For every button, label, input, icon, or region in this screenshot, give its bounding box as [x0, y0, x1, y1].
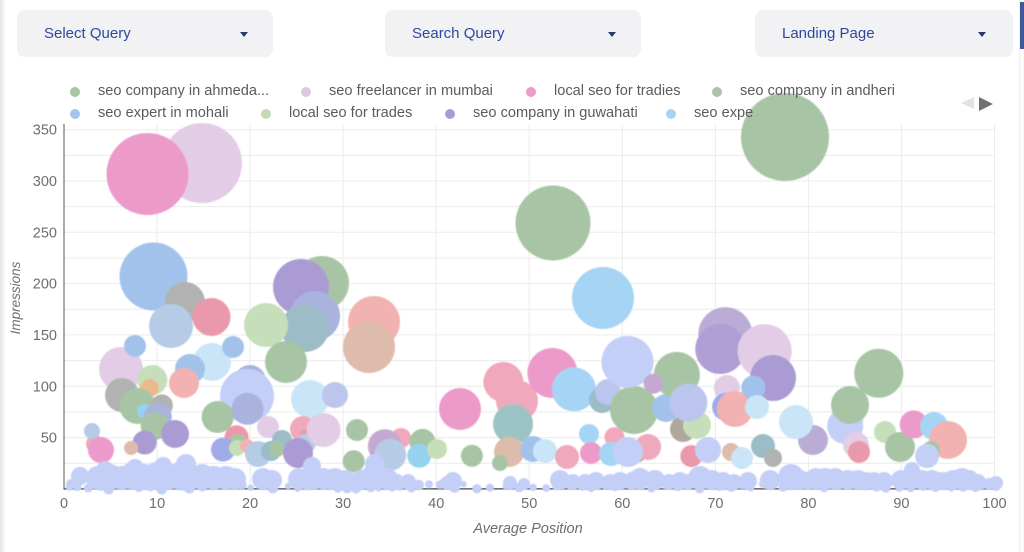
- svg-text:20: 20: [242, 496, 258, 512]
- svg-text:30: 30: [335, 496, 351, 512]
- svg-text:100: 100: [33, 379, 57, 395]
- svg-text:80: 80: [800, 496, 816, 512]
- svg-text:10: 10: [149, 496, 165, 512]
- svg-text:50: 50: [521, 496, 537, 512]
- svg-text:150: 150: [33, 328, 57, 344]
- svg-text:100: 100: [982, 496, 1006, 512]
- svg-text:300: 300: [33, 174, 57, 190]
- svg-text:200: 200: [33, 277, 57, 293]
- svg-text:Average Position: Average Position: [472, 521, 582, 537]
- svg-text:60: 60: [614, 496, 630, 512]
- svg-text:0: 0: [60, 496, 68, 512]
- svg-text:250: 250: [33, 225, 57, 241]
- svg-text:50: 50: [41, 431, 57, 447]
- svg-text:350: 350: [33, 123, 57, 139]
- svg-text:90: 90: [893, 496, 909, 512]
- svg-text:70: 70: [707, 496, 723, 512]
- svg-text:40: 40: [428, 496, 444, 512]
- svg-text:Impressions: Impressions: [8, 261, 23, 334]
